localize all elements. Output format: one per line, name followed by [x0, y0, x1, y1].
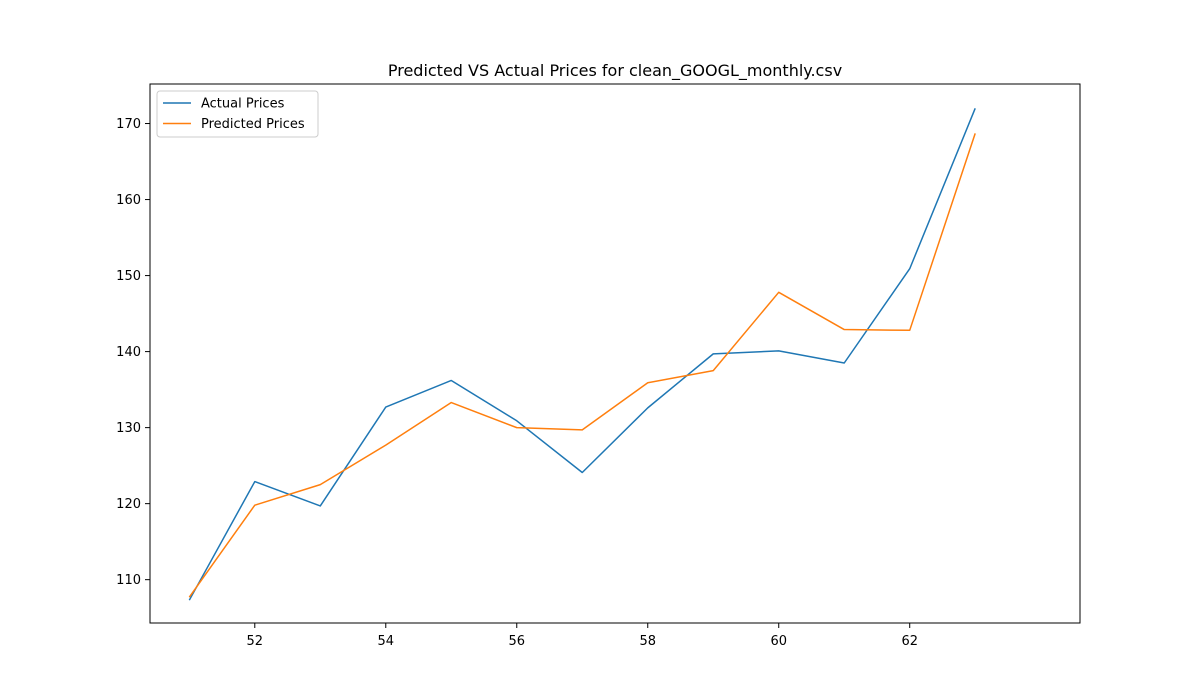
y-tick-label: 170: [116, 117, 141, 132]
y-tick-label: 150: [116, 269, 141, 284]
y-tick-label: 160: [116, 193, 141, 208]
x-tick-label: 54: [378, 634, 395, 649]
x-tick-label: 58: [639, 634, 656, 649]
y-axis-ticks: 110 120 130 140 150 160 170: [116, 117, 150, 588]
y-tick-label: 110: [116, 573, 141, 588]
x-tick-label: 60: [770, 634, 787, 649]
series-line-actual-prices: [188, 108, 976, 601]
legend-label: Actual Prices: [201, 97, 285, 112]
chart-title: Predicted VS Actual Prices for clean_GOO…: [388, 61, 842, 81]
y-tick-label: 140: [116, 345, 141, 360]
plot-area-frame: [149, 83, 1081, 624]
y-tick-label: 120: [116, 497, 141, 512]
series-line-predicted-prices: [188, 133, 976, 598]
x-axis-ticks: 52 54 56 58 60 62: [247, 623, 918, 649]
series-lines: [188, 108, 976, 601]
legend-label: Predicted Prices: [201, 117, 305, 132]
x-tick-label: 52: [247, 634, 264, 649]
legend-box: [156, 90, 319, 138]
x-tick-label: 56: [508, 634, 525, 649]
x-tick-label: 62: [901, 634, 918, 649]
legend: Actual Prices Predicted Prices: [156, 90, 319, 138]
y-tick-label: 130: [116, 421, 141, 436]
